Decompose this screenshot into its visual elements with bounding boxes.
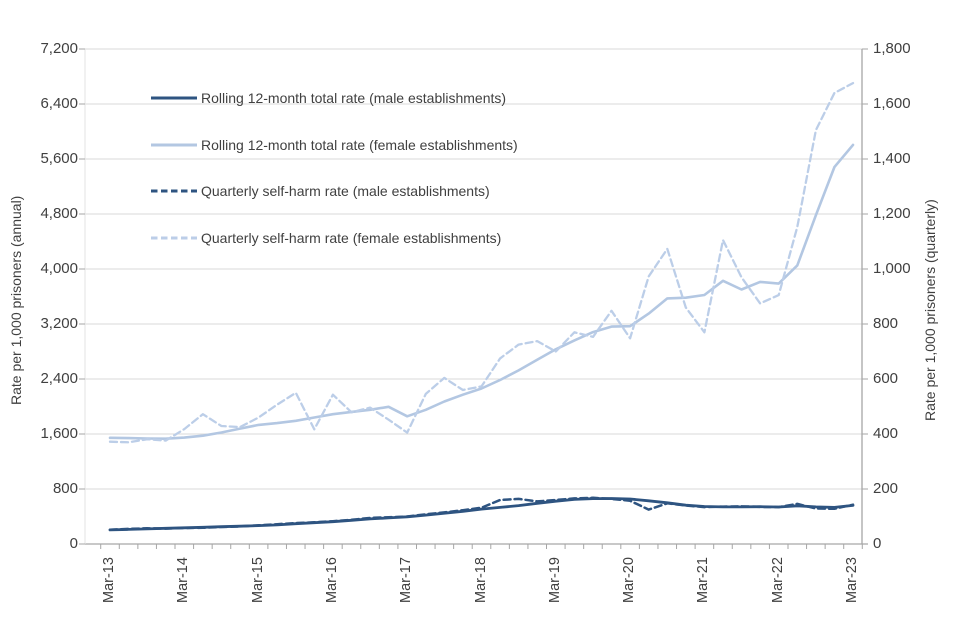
right-axis-title: Rate per 1,000 prisoners (quarterly) bbox=[922, 199, 938, 421]
x-axis-tick-label: Mar-14 bbox=[175, 557, 192, 603]
x-axis-tick-label: Mar-23 bbox=[844, 557, 860, 603]
x-axis-tick-label: Mar-15 bbox=[249, 557, 266, 603]
legend-item: Quarterly self-harm rate (female establi… bbox=[150, 230, 501, 246]
right-axis-tick-label: 0 bbox=[873, 535, 882, 552]
series-line-1 bbox=[108, 497, 855, 532]
series-line-4 bbox=[108, 81, 855, 444]
left-axis-title: Rate per 1,000 prisoners (annual) bbox=[8, 195, 24, 405]
right-axis-tick-label: 800 bbox=[873, 315, 899, 332]
x-axis-tick-label: Mar-21 bbox=[695, 557, 712, 603]
left-axis-tick-label: 5,600 bbox=[40, 150, 78, 167]
left-axis-tick-label: 4,800 bbox=[40, 205, 78, 222]
left-axis-tick-label: 1,600 bbox=[40, 425, 78, 442]
legend-label: Quarterly self-harm rate (male establish… bbox=[201, 183, 490, 199]
series-line-2 bbox=[108, 143, 855, 441]
right-axis-tick-label: 1,400 bbox=[873, 150, 911, 167]
x-axis-tick-label: Mar-16 bbox=[323, 557, 340, 603]
legend-label: Quarterly self-harm rate (female establi… bbox=[201, 230, 502, 246]
right-axis-tick-label: 1,000 bbox=[873, 260, 911, 277]
legend-label: Rolling 12-month total rate (male establ… bbox=[201, 90, 507, 106]
x-axis-tick-label: Mar-22 bbox=[769, 557, 786, 603]
x-axis-tick-label: Mar-20 bbox=[621, 557, 638, 603]
left-axis-tick-label: 0 bbox=[69, 535, 78, 552]
legend-item: Rolling 12-month total rate (female esta… bbox=[150, 137, 518, 153]
left-axis-tick-label: 6,400 bbox=[40, 95, 78, 112]
left-axis-tick-label: 4,000 bbox=[40, 260, 78, 277]
legend-label: Rolling 12-month total rate (female esta… bbox=[201, 137, 518, 153]
series-line-3 bbox=[108, 496, 855, 531]
x-axis-tick-label: Mar-17 bbox=[398, 557, 415, 603]
left-axis-tick-label: 800 bbox=[52, 480, 78, 497]
x-axis-tick-label: Mar-13 bbox=[101, 557, 117, 603]
left-axis-tick-label: 7,200 bbox=[40, 40, 78, 57]
x-axis-tick-label: Mar-18 bbox=[472, 557, 489, 603]
right-axis-tick-label: 1,600 bbox=[873, 95, 911, 112]
left-axis-tick-label: 2,400 bbox=[40, 370, 78, 387]
legend-item: Rolling 12-month total rate (male establ… bbox=[150, 90, 506, 106]
right-axis-tick-label: 600 bbox=[873, 370, 899, 387]
legend-item: Quarterly self-harm rate (male establish… bbox=[150, 183, 490, 199]
right-axis-tick-label: 1,800 bbox=[873, 40, 911, 57]
right-axis-tick-label: 1,200 bbox=[873, 205, 911, 222]
left-axis-tick-label: 3,200 bbox=[40, 315, 78, 332]
right-axis-tick-label: 200 bbox=[873, 480, 899, 497]
x-axis-tick-label: Mar-19 bbox=[546, 557, 563, 603]
right-axis-tick-label: 400 bbox=[873, 425, 899, 442]
